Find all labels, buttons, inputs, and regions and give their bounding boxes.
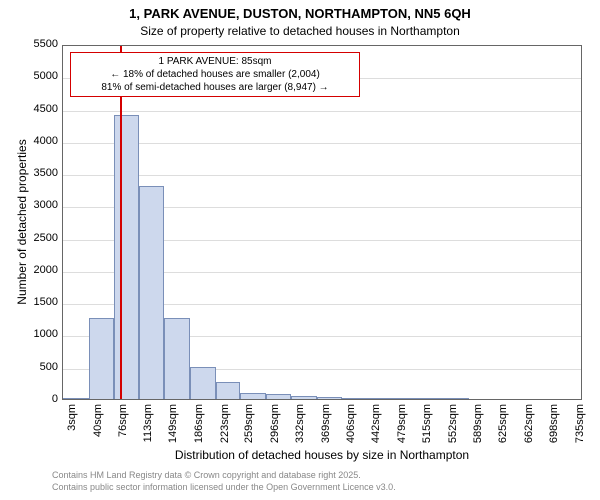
histogram-bar [89, 318, 114, 399]
xtick-label: 40sqm [92, 404, 104, 454]
annotation-line-3: 81% of semi-detached houses are larger (… [75, 81, 355, 94]
histogram-bar [367, 398, 393, 399]
ytick-label: 2500 [20, 232, 58, 244]
footer-line-1: Contains HM Land Registry data © Crown c… [52, 470, 361, 480]
histogram-bar [342, 398, 367, 399]
xtick-label: 479sqm [396, 404, 408, 454]
histogram-bar [63, 398, 89, 399]
histogram-bar [139, 186, 164, 399]
ytick-label: 0 [20, 393, 58, 405]
histogram-bar [114, 115, 140, 399]
xtick-label: 296sqm [269, 404, 281, 454]
plot-area [62, 45, 582, 400]
chart-title-sub: Size of property relative to detached ho… [0, 24, 600, 38]
reference-line [120, 46, 122, 399]
xtick-label: 76sqm [117, 404, 129, 454]
ytick-label: 4500 [20, 103, 58, 115]
annotation-line-1: 1 PARK AVENUE: 85sqm [75, 55, 355, 68]
ytick-label: 1500 [20, 296, 58, 308]
annotation-box: 1 PARK AVENUE: 85sqm← 18% of detached ho… [70, 52, 360, 97]
histogram-bar [317, 397, 343, 399]
histogram-bar [393, 398, 418, 399]
xtick-label: 369sqm [320, 404, 332, 454]
chart-title-main: 1, PARK AVENUE, DUSTON, NORTHAMPTON, NN5… [0, 6, 600, 21]
xtick-label: 735sqm [574, 404, 586, 454]
xtick-label: 625sqm [497, 404, 509, 454]
xtick-label: 442sqm [370, 404, 382, 454]
xtick-label: 552sqm [447, 404, 459, 454]
histogram-bar [164, 318, 190, 399]
gridline [63, 175, 581, 176]
histogram-bar [291, 396, 317, 399]
histogram-bar [266, 394, 291, 399]
xtick-label: 589sqm [472, 404, 484, 454]
ytick-label: 4000 [20, 135, 58, 147]
xtick-label: 149sqm [167, 404, 179, 454]
ytick-label: 5000 [20, 70, 58, 82]
histogram-bar [216, 382, 241, 399]
ytick-label: 1000 [20, 328, 58, 340]
xtick-label: 698sqm [548, 404, 560, 454]
histogram-bar [190, 367, 216, 399]
histogram-bar [240, 393, 266, 399]
xtick-label: 259sqm [243, 404, 255, 454]
ytick-label: 5500 [20, 38, 58, 50]
xtick-label: 3sqm [66, 404, 78, 454]
ytick-label: 3500 [20, 167, 58, 179]
xtick-label: 113sqm [142, 404, 154, 454]
xtick-label: 662sqm [523, 404, 535, 454]
ytick-label: 2000 [20, 264, 58, 276]
xtick-label: 186sqm [193, 404, 205, 454]
footer-line-2: Contains public sector information licen… [52, 482, 396, 492]
ytick-label: 500 [20, 361, 58, 373]
xtick-label: 406sqm [345, 404, 357, 454]
xtick-label: 332sqm [294, 404, 306, 454]
xtick-label: 223sqm [219, 404, 231, 454]
ytick-label: 3000 [20, 199, 58, 211]
gridline [63, 111, 581, 112]
histogram-bar [418, 398, 444, 399]
gridline [63, 143, 581, 144]
xtick-label: 515sqm [421, 404, 433, 454]
histogram-bar [444, 398, 470, 399]
y-axis-label: Number of detached properties [15, 122, 29, 322]
annotation-line-2: ← 18% of detached houses are smaller (2,… [75, 68, 355, 81]
